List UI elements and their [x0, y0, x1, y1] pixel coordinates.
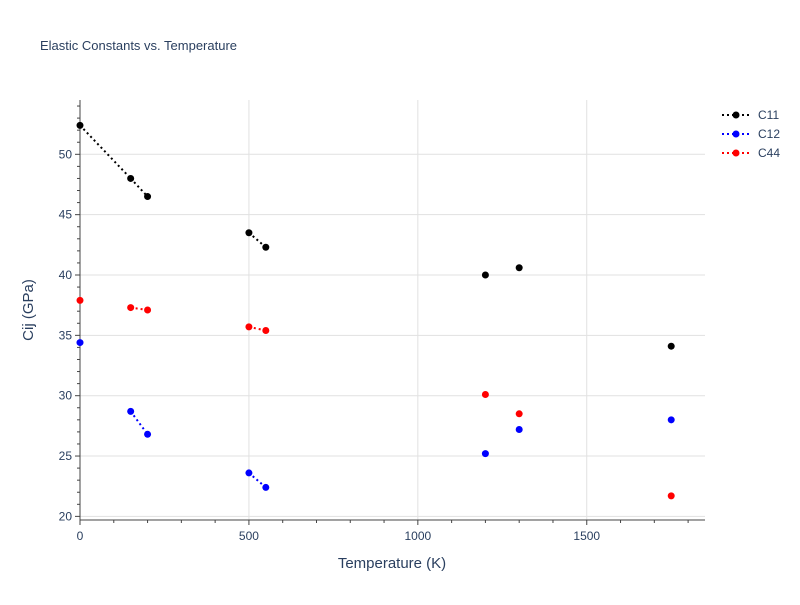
y-axis-title: Cij (GPa) — [20, 279, 37, 341]
axes: 0 500 1000 1500 20 25 30 35 40 45 50 — [59, 100, 705, 543]
series-c12 — [76, 339, 675, 491]
data-point — [76, 296, 84, 304]
data-point — [245, 469, 253, 477]
data-point — [262, 327, 270, 335]
series-line-segment — [248, 472, 267, 489]
legend-label: C44 — [758, 146, 780, 160]
y-tick-label: 20 — [59, 509, 73, 523]
data-point — [481, 271, 489, 279]
y-tick-label: 25 — [59, 449, 73, 463]
legend[interactable]: C11 C12 C44 — [722, 108, 780, 160]
legend-item-c44[interactable]: C44 — [722, 146, 780, 160]
data-point — [127, 174, 135, 182]
legend-marker — [732, 149, 740, 157]
x-tick-label: 500 — [239, 529, 259, 543]
data-point — [76, 121, 84, 129]
x-axis-title: Temperature (K) — [338, 555, 446, 572]
data-point — [127, 304, 135, 312]
y-tick-label: 30 — [59, 389, 73, 403]
series-c11 — [76, 121, 675, 350]
data-point — [262, 243, 270, 251]
y-tick-label: 35 — [59, 328, 73, 342]
data-point — [667, 492, 675, 500]
data-point — [667, 342, 675, 350]
data-point — [144, 430, 152, 438]
x-tick-label: 0 — [77, 529, 84, 543]
series-line-segment — [79, 124, 132, 180]
data-point — [515, 410, 523, 418]
y-tick-label: 45 — [59, 208, 73, 222]
series-c44 — [76, 296, 675, 500]
legend-item-c11[interactable]: C11 — [722, 108, 779, 122]
plot-area — [80, 100, 705, 520]
legend-marker — [732, 130, 740, 138]
data-point — [515, 264, 523, 272]
data-point — [144, 306, 152, 314]
data-point — [245, 323, 253, 331]
series-line-segment — [129, 177, 149, 198]
data-point — [144, 193, 152, 201]
x-tick-label: 1000 — [404, 529, 431, 543]
legend-marker — [732, 111, 740, 119]
y-tick-label: 40 — [59, 268, 73, 282]
legend-label: C12 — [758, 127, 780, 141]
legend-item-c12[interactable]: C12 — [722, 127, 780, 141]
data-point — [245, 229, 253, 237]
data-point — [667, 416, 675, 424]
legend-label: C11 — [758, 108, 779, 122]
data-point — [262, 483, 270, 491]
grid-lines — [80, 100, 705, 520]
data-point — [76, 339, 84, 347]
y-tick-label: 50 — [59, 147, 73, 161]
series-layer — [76, 121, 675, 500]
data-point — [515, 425, 523, 433]
series-line-segment — [248, 231, 267, 249]
data-point — [481, 390, 489, 398]
x-tick-label: 1500 — [573, 529, 600, 543]
data-point — [127, 407, 135, 415]
data-point — [481, 450, 489, 458]
chart-title: Elastic Constants vs. Temperature — [40, 38, 237, 53]
